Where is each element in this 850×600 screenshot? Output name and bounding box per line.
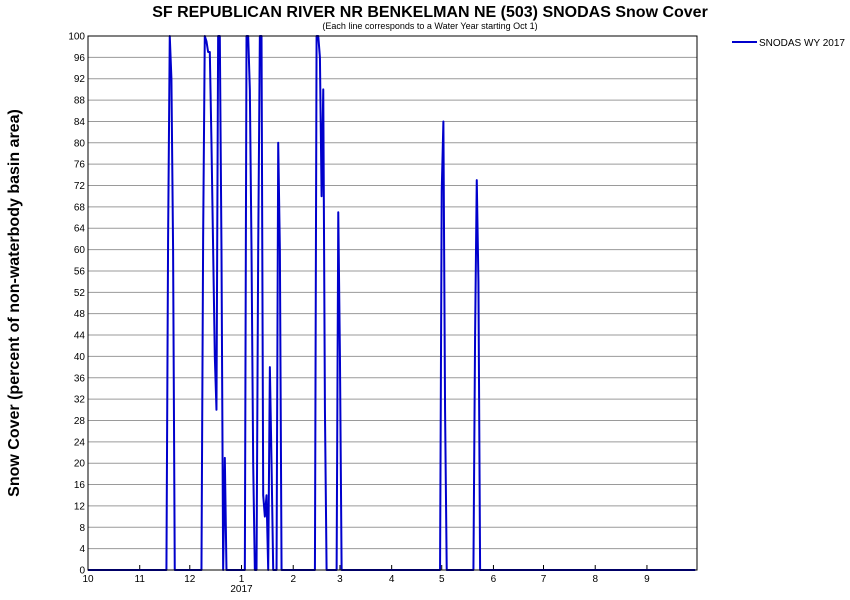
legend: SNODAS WY 2017 <box>732 38 845 49</box>
y-tick-label: 24 <box>74 437 86 448</box>
y-tick-label: 0 <box>79 566 85 577</box>
x-tick-label: 7 <box>541 574 547 585</box>
y-tick-label: 64 <box>74 224 86 235</box>
y-axis-label: Snow Cover (percent of non-waterbody bas… <box>6 109 23 497</box>
x-tick-label: 5 <box>439 574 445 585</box>
y-tick-label: 88 <box>74 96 86 107</box>
y-tick-label: 68 <box>74 202 86 213</box>
legend-label: SNODAS WY 2017 <box>759 38 845 49</box>
x-tick-label: 8 <box>592 574 598 585</box>
x-tick-label: 6 <box>491 574 497 585</box>
y-tick-label: 72 <box>74 181 86 192</box>
gridlines <box>88 56 697 550</box>
x-tick-label: 12 <box>184 574 196 585</box>
x-tick-label: 9 <box>644 574 650 585</box>
y-tick-label: 96 <box>74 53 86 64</box>
y-tick-label: 36 <box>74 373 86 384</box>
chart-title: SF REPUBLICAN RIVER NR BENKELMAN NE (503… <box>152 4 708 21</box>
y-tick-label: 40 <box>74 352 86 363</box>
y-tick-label: 60 <box>74 245 86 256</box>
x-tick-label: 3 <box>337 574 343 585</box>
y-tick-label: 28 <box>74 416 86 427</box>
y-tick-label: 32 <box>74 395 86 406</box>
y-tick-label: 84 <box>74 117 86 128</box>
y-tick-label: 52 <box>74 288 86 299</box>
y-tick-label: 80 <box>74 138 86 149</box>
x-tick-label: 2 <box>290 574 296 585</box>
y-tick-label: 4 <box>79 544 85 555</box>
y-tick-label: 44 <box>74 331 86 342</box>
x-tick-label: 10 <box>82 574 94 585</box>
y-tick-label: 16 <box>74 480 86 491</box>
y-tick-label: 92 <box>74 74 86 85</box>
chart-subtitle: (Each line corresponds to a Water Year s… <box>322 21 537 31</box>
x-tick-year-label: 2017 <box>230 584 253 595</box>
x-tick-label: 1 <box>239 574 245 585</box>
y-tick-label: 76 <box>74 160 86 171</box>
y-tick-label: 20 <box>74 459 86 470</box>
plot-border <box>87 35 698 571</box>
y-tick-label: 8 <box>79 523 85 534</box>
y-tick-label: 48 <box>74 309 86 320</box>
plot-area <box>88 36 697 570</box>
x-tick-label: 4 <box>389 574 395 585</box>
y-tick-labels: 0481216202428323640444852566064687276808… <box>68 32 85 577</box>
y-tick-label: 56 <box>74 266 86 277</box>
y-tick-label: 100 <box>68 32 85 43</box>
x-tick-label: 11 <box>135 574 146 585</box>
y-tick-label: 12 <box>74 501 86 512</box>
